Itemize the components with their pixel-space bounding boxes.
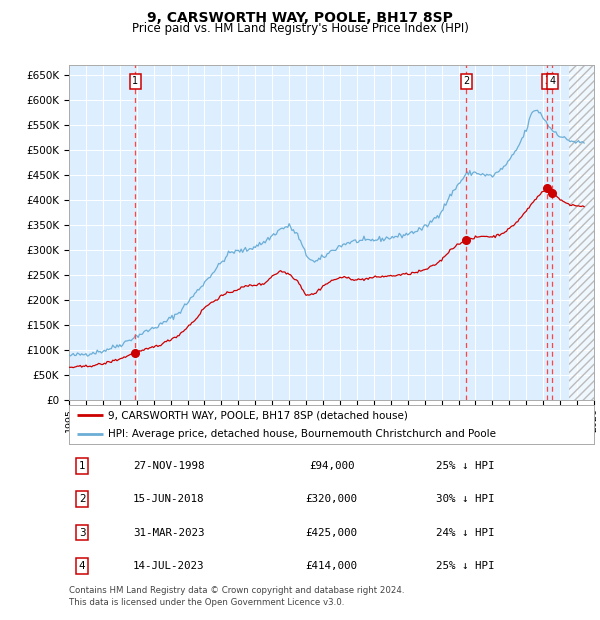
Text: 24% ↓ HPI: 24% ↓ HPI bbox=[437, 528, 495, 538]
Text: 1: 1 bbox=[79, 461, 85, 471]
Text: 30% ↓ HPI: 30% ↓ HPI bbox=[437, 494, 495, 504]
Text: 25% ↓ HPI: 25% ↓ HPI bbox=[437, 461, 495, 471]
Text: 27-NOV-1998: 27-NOV-1998 bbox=[133, 461, 205, 471]
Text: £425,000: £425,000 bbox=[305, 528, 358, 538]
Text: 2: 2 bbox=[79, 494, 85, 504]
Text: 3: 3 bbox=[544, 76, 550, 86]
Text: 15-JUN-2018: 15-JUN-2018 bbox=[133, 494, 205, 504]
Text: £414,000: £414,000 bbox=[305, 561, 358, 571]
Text: 14-JUL-2023: 14-JUL-2023 bbox=[133, 561, 205, 571]
Text: Price paid vs. HM Land Registry's House Price Index (HPI): Price paid vs. HM Land Registry's House … bbox=[131, 22, 469, 35]
Text: 3: 3 bbox=[79, 528, 85, 538]
Text: £320,000: £320,000 bbox=[305, 494, 358, 504]
Text: 4: 4 bbox=[549, 76, 556, 86]
Text: £94,000: £94,000 bbox=[309, 461, 354, 471]
Text: 1: 1 bbox=[132, 76, 138, 86]
Text: 25% ↓ HPI: 25% ↓ HPI bbox=[437, 561, 495, 571]
Text: Contains HM Land Registry data © Crown copyright and database right 2024.
This d: Contains HM Land Registry data © Crown c… bbox=[69, 586, 404, 607]
Text: HPI: Average price, detached house, Bournemouth Christchurch and Poole: HPI: Average price, detached house, Bour… bbox=[109, 429, 496, 440]
Text: 9, CARSWORTH WAY, POOLE, BH17 8SP: 9, CARSWORTH WAY, POOLE, BH17 8SP bbox=[147, 11, 453, 25]
Text: 9, CARSWORTH WAY, POOLE, BH17 8SP (detached house): 9, CARSWORTH WAY, POOLE, BH17 8SP (detac… bbox=[109, 410, 408, 420]
Text: 2: 2 bbox=[463, 76, 469, 86]
Text: 31-MAR-2023: 31-MAR-2023 bbox=[133, 528, 205, 538]
Text: 4: 4 bbox=[79, 561, 85, 571]
